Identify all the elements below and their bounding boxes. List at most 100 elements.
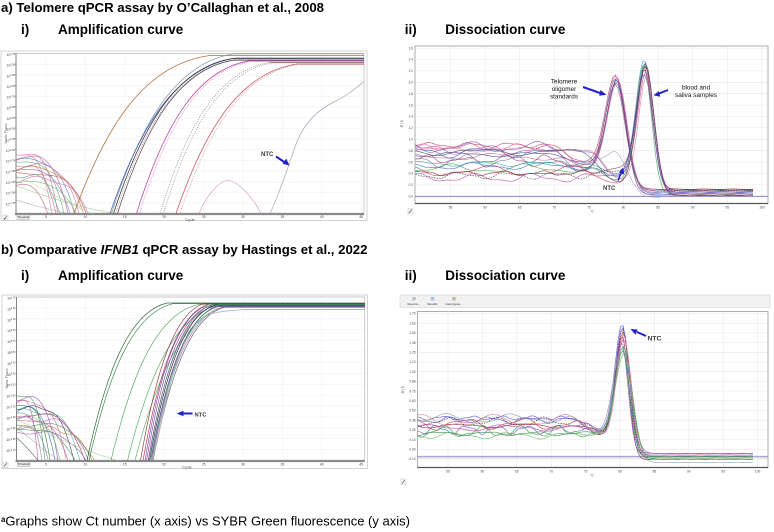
- svg-text:°C: °C: [590, 474, 594, 478]
- svg-text:100: 100: [759, 206, 765, 210]
- svg-text:Norm. Fluoro.: Norm. Fluoro.: [5, 368, 9, 389]
- svg-text:1.0: 1.0: [409, 138, 414, 142]
- svg-text:101.25: 101.25: [7, 74, 16, 78]
- svg-text:-0.13: -0.13: [408, 457, 415, 461]
- svg-text:65: 65: [515, 470, 519, 474]
- svg-text:0.0: 0.0: [409, 195, 414, 199]
- svg-text:5: 5: [45, 463, 47, 467]
- svg-text:1.00: 1.00: [409, 370, 415, 374]
- svg-text:80: 80: [622, 206, 626, 210]
- svg-text:90: 90: [687, 470, 691, 474]
- svg-text:30: 30: [241, 463, 245, 467]
- svg-text:100.50: 100.50: [7, 351, 16, 355]
- svg-text:95: 95: [721, 470, 725, 474]
- svg-text:35: 35: [281, 215, 285, 219]
- svg-text:100.50: 100.50: [7, 106, 16, 110]
- svg-text:95: 95: [726, 206, 730, 210]
- svg-text:10-1.50: 10-1.50: [6, 438, 16, 442]
- svg-text:2.6: 2.6: [409, 46, 414, 50]
- svg-text:0.4: 0.4: [409, 172, 414, 176]
- svg-text:100.00: 100.00: [7, 373, 16, 377]
- svg-text:0.00: 0.00: [409, 448, 415, 452]
- svg-text:10-0.25: 10-0.25: [6, 138, 16, 142]
- svg-text:10-1.75: 10-1.75: [6, 202, 16, 206]
- svg-text:Threshold: Threshold: [17, 215, 29, 219]
- svg-text:75: 75: [587, 206, 591, 210]
- svg-text:10-0.50: 10-0.50: [6, 149, 16, 153]
- svg-text:100.75: 100.75: [7, 340, 16, 344]
- svg-text:55: 55: [449, 206, 453, 210]
- svg-text:10-1.00: 10-1.00: [6, 416, 16, 420]
- svg-text:NTC: NTC: [603, 186, 616, 192]
- svg-text:90: 90: [691, 206, 695, 210]
- svg-text:85: 85: [653, 470, 657, 474]
- svg-text:100.25: 100.25: [7, 362, 16, 366]
- svg-text:0.88: 0.88: [409, 380, 415, 384]
- svg-text:25: 25: [202, 463, 206, 467]
- svg-text:1.25: 1.25: [409, 351, 415, 355]
- svg-text:15: 15: [123, 215, 127, 219]
- svg-text:45: 45: [359, 463, 363, 467]
- svg-text:100.75: 100.75: [7, 96, 16, 100]
- svg-text:2.4: 2.4: [409, 58, 414, 62]
- svg-text:Cycle: Cycle: [182, 466, 192, 470]
- svg-text:101.50: 101.50: [7, 307, 16, 311]
- svg-text:10-1.25: 10-1.25: [6, 181, 16, 185]
- svg-text:1.75: 1.75: [409, 312, 415, 316]
- svg-text:2.2: 2.2: [409, 69, 414, 73]
- svg-text:10-1.50: 10-1.50: [6, 192, 16, 196]
- svg-text:saliva samples: saliva samples: [675, 92, 717, 99]
- svg-text:10-0.25: 10-0.25: [6, 384, 16, 388]
- svg-text:1.2: 1.2: [409, 126, 414, 130]
- svg-text:Results: Results: [427, 302, 438, 306]
- svg-text:°C: °C: [590, 210, 594, 214]
- svg-text:101.25: 101.25: [7, 318, 16, 322]
- svg-text:-R'(T): -R'(T): [400, 120, 404, 129]
- svg-text:10-0.75: 10-0.75: [6, 405, 16, 409]
- svg-text:NTC: NTC: [261, 152, 274, 158]
- svg-text:0.2: 0.2: [409, 183, 414, 187]
- svg-text:15: 15: [123, 463, 127, 467]
- svg-text:30: 30: [241, 215, 245, 219]
- svg-text:0.25: 0.25: [409, 428, 415, 432]
- svg-text:1.4: 1.4: [409, 115, 414, 119]
- svg-text:35: 35: [281, 463, 285, 467]
- svg-text:1.6: 1.6: [409, 103, 414, 107]
- svg-text:0.38: 0.38: [409, 418, 415, 422]
- svg-text:60: 60: [483, 206, 487, 210]
- svg-text:101.75: 101.75: [7, 296, 16, 300]
- svg-text:10-1.00: 10-1.00: [6, 170, 16, 174]
- svg-text:100: 100: [755, 470, 761, 474]
- svg-text:40: 40: [320, 463, 324, 467]
- svg-text:25: 25: [202, 215, 206, 219]
- svg-text:101.75: 101.75: [7, 53, 16, 57]
- svg-text:45: 45: [359, 215, 363, 219]
- svg-text:-R'(T): -R'(T): [401, 386, 405, 395]
- svg-text:101.50: 101.50: [7, 64, 16, 68]
- svg-text:Threshold: Threshold: [18, 462, 30, 466]
- svg-text:100.00: 100.00: [7, 128, 16, 132]
- svg-text:10: 10: [84, 215, 88, 219]
- svg-text:0.8: 0.8: [409, 149, 414, 153]
- svg-text:0.75: 0.75: [409, 389, 415, 393]
- svg-text:0.63: 0.63: [409, 399, 415, 403]
- svg-text:40: 40: [320, 215, 324, 219]
- svg-text:NTC: NTC: [195, 413, 208, 419]
- svg-text:oligomer: oligomer: [552, 86, 577, 93]
- svg-text:20: 20: [162, 215, 166, 219]
- svg-text:blood and: blood and: [682, 85, 711, 92]
- svg-text:65: 65: [518, 206, 522, 210]
- svg-text:Cycle: Cycle: [185, 218, 195, 222]
- svg-text:0.13: 0.13: [409, 438, 415, 442]
- svg-text:10: 10: [84, 463, 88, 467]
- svg-text:10-0.75: 10-0.75: [6, 160, 16, 164]
- svg-text:Reports...: Reports...: [407, 302, 420, 306]
- svg-text:10-1.75: 10-1.75: [6, 449, 16, 453]
- svg-text:Norm. Fluoro.: Norm. Fluoro.: [4, 123, 8, 144]
- svg-text:1.38: 1.38: [409, 341, 415, 345]
- svg-text:Genotypes...: Genotypes...: [445, 302, 462, 306]
- svg-text:70: 70: [553, 206, 557, 210]
- svg-text:1.13: 1.13: [409, 360, 415, 364]
- svg-text:75: 75: [584, 470, 588, 474]
- svg-text:55: 55: [446, 470, 450, 474]
